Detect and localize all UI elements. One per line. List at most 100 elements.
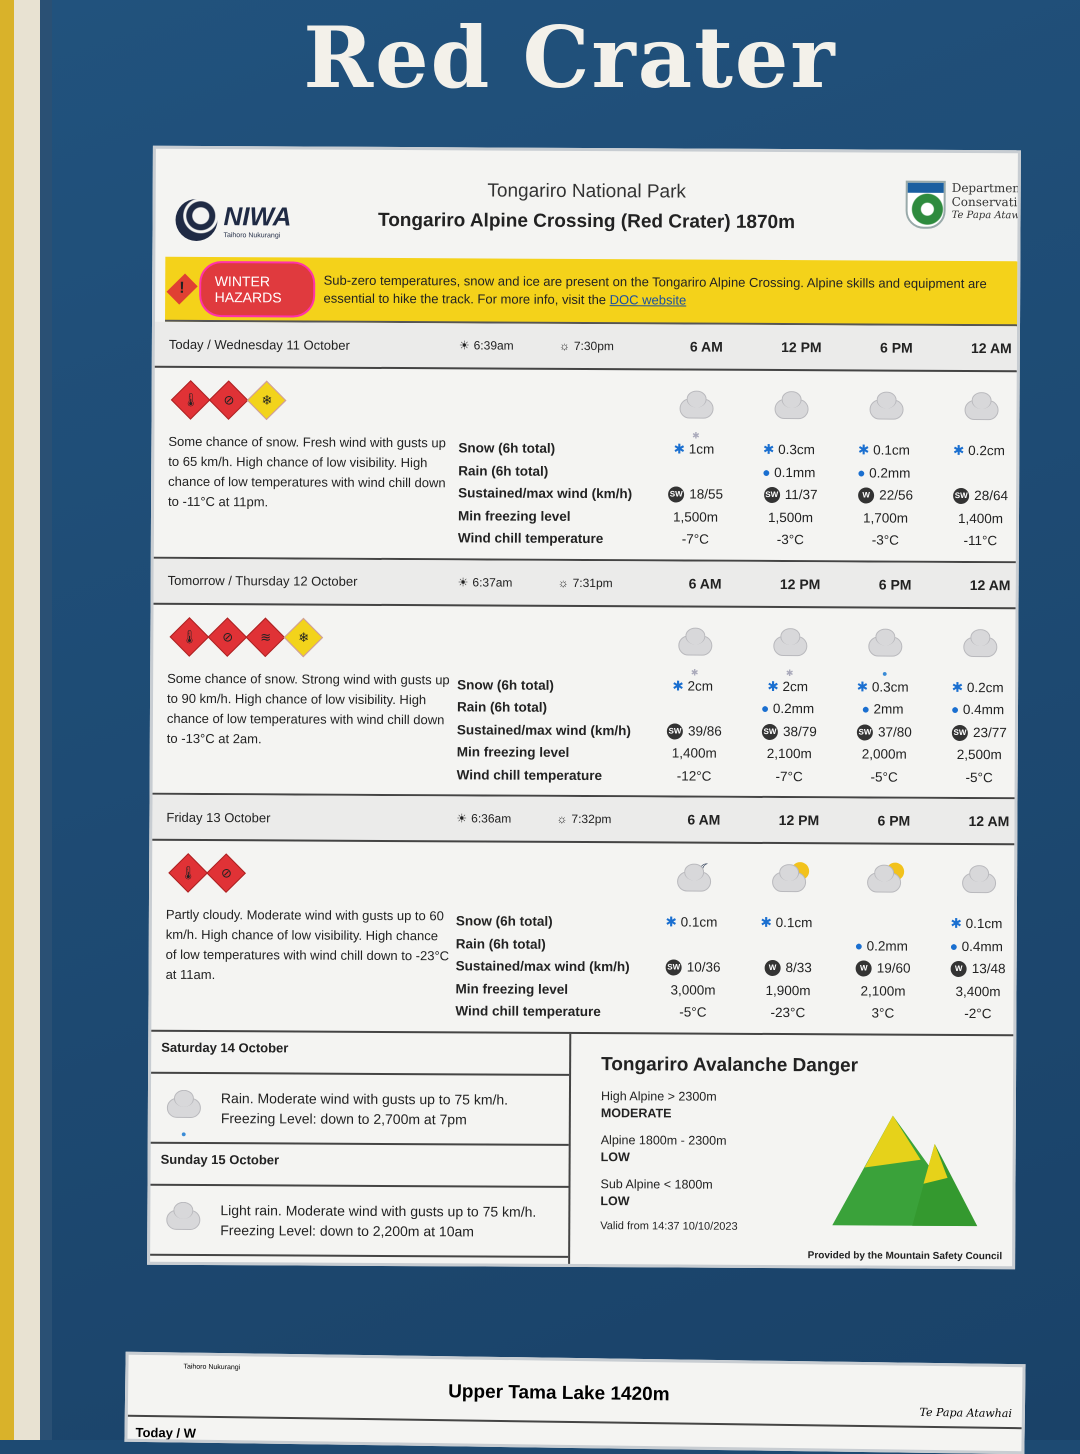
day-description: Some chance of snow. Fresh wind with gus… — [168, 432, 458, 514]
wind-speed: 38/79 — [783, 724, 817, 739]
rain-drop-icon: ● — [181, 1123, 187, 1143]
sunrise: ☀6:36am — [456, 811, 556, 826]
cloud-icon — [869, 399, 903, 419]
snow-value: ✱ 0.1cm — [838, 439, 933, 462]
rain-amount: 0.1mm — [774, 464, 815, 479]
snowflake-icon: ✱ — [953, 443, 964, 458]
sunset-time: 7:32pm — [571, 812, 611, 826]
snow-flake-icon: ✱ — [692, 425, 700, 448]
sunset-time: 7:31pm — [573, 575, 613, 589]
frame-edge — [0, 0, 52, 1440]
wind-chill: -5°C — [932, 766, 1027, 789]
snow-value: ✱ 0.1cm — [931, 913, 1026, 936]
low-visibility-icon: ⊘ — [209, 380, 249, 420]
sun-cloud-icon — [741, 852, 836, 912]
wind-chill: -5°C — [645, 1001, 740, 1024]
doc-website-link[interactable]: DOC website — [610, 292, 687, 307]
outlook-row: Light rain. Moderate wind with gusts up … — [150, 1185, 568, 1257]
wind-direction-icon: W — [951, 961, 967, 977]
sunset-icon: ☼ — [556, 812, 567, 826]
sunset: ☼ 7:32pm — [556, 812, 656, 827]
row-label: Sustained/max wind (km/h) — [456, 955, 646, 978]
location-title: Tongariro Alpine Crossing (Red Crater) 1… — [155, 209, 1017, 236]
day-name: Today / Wednesday 11 October — [169, 336, 459, 353]
day-header: Today / Wednesday 11 October ☀6:39am ☼7:… — [155, 322, 1017, 373]
cloud-icon — [772, 872, 806, 892]
wind-direction-icon: W — [856, 961, 872, 977]
time-column: 6 PM — [848, 576, 943, 592]
cloud-icon — [166, 1209, 200, 1229]
snow-flake-icon: ✱ — [786, 662, 794, 685]
snow-value: ✱ 0.2cm — [932, 676, 1027, 699]
sunset: ☼7:31pm — [558, 575, 658, 590]
wind-direction-icon: SW — [952, 725, 968, 741]
sunrise-icon: ☀ — [458, 575, 469, 589]
raindrop-icon: ● — [857, 465, 865, 480]
snowflake-icon: ✱ — [951, 916, 962, 931]
zone-name: High Alpine > 2300m — [601, 1089, 717, 1104]
outlook-row: ●Rain. Moderate wind with gusts up to 75… — [151, 1073, 569, 1145]
sunset: ☼7:30pm — [559, 339, 659, 354]
cloud-icon — [932, 616, 1027, 676]
time-column: 12 AM — [941, 813, 1036, 829]
row-label: Rain (6h total) — [457, 696, 647, 719]
wind-speed: 13/48 — [972, 961, 1006, 976]
raindrop-icon: ● — [855, 938, 863, 953]
wind-chill: -11°C — [933, 530, 1028, 553]
wind-chill: -3°C — [838, 529, 933, 552]
winter-hazards-badge: WINTER HAZARDS — [201, 262, 314, 315]
wind-speed: 23/77 — [973, 725, 1007, 740]
row-label: Min freezing level — [457, 741, 647, 764]
snow-amount: 0.1cm — [776, 915, 813, 930]
rain-value — [648, 461, 743, 484]
time-column: 6 AM — [659, 338, 754, 354]
sunrise-icon: ☀ — [456, 811, 467, 825]
temperature-icon: 🌡 — [170, 617, 210, 657]
snowflake-icon: ✱ — [666, 914, 677, 929]
wind-speed: 11/37 — [785, 487, 818, 502]
rain-amount: 2mm — [874, 702, 904, 717]
wind-chill: -3°C — [743, 529, 838, 552]
freezing-level: 2,100m — [835, 980, 930, 1003]
sunset-time: 7:30pm — [574, 339, 614, 353]
row-labels: Snow (6h total)Rain (6h total)Sustained/… — [455, 850, 646, 1023]
freezing-level: 3,400m — [930, 980, 1025, 1003]
wind-speed: 19/60 — [877, 961, 911, 976]
wind-speed: 10/36 — [687, 960, 721, 975]
rain-value: ● 0.2mm — [838, 462, 933, 485]
wind-speed: 8/33 — [785, 960, 811, 975]
wind-direction-icon: SW — [857, 724, 873, 740]
provider: Provided by the Mountain Safety Council — [808, 1250, 1003, 1262]
row-label: Rain (6h total) — [458, 460, 648, 483]
cloud-rain-icon: ● — [837, 616, 932, 676]
wind-value: W 19/60 — [836, 957, 931, 980]
time-column: 6 AM — [658, 575, 753, 591]
low-visibility-icon: ⊘ — [206, 853, 246, 893]
outlook-day-name: Saturday 14 October — [151, 1031, 569, 1075]
freezing-level: 1,500m — [648, 506, 743, 529]
sunrise: ☀6:39am — [459, 338, 559, 353]
cloud-icon — [743, 379, 838, 439]
sign-title: Red Crater — [0, 8, 1080, 107]
cloud-icon — [931, 853, 1026, 913]
cloud-icon — [867, 872, 901, 892]
doc-line: Conservation — [952, 195, 1018, 209]
cloud-icon — [167, 1097, 201, 1117]
rain-value: ● 0.1mm — [743, 461, 838, 484]
snow-value: ✱ 0.3cm — [743, 439, 838, 462]
rain-value: ● 0.2mm — [836, 935, 931, 958]
row-labels: Snow (6h total)Rain (6h total)Sustained/… — [458, 377, 649, 550]
freezing-level: 3,000m — [645, 979, 740, 1002]
snowflake-icon: ✱ — [858, 442, 869, 457]
row-label: Snow (6h total) — [456, 910, 646, 933]
